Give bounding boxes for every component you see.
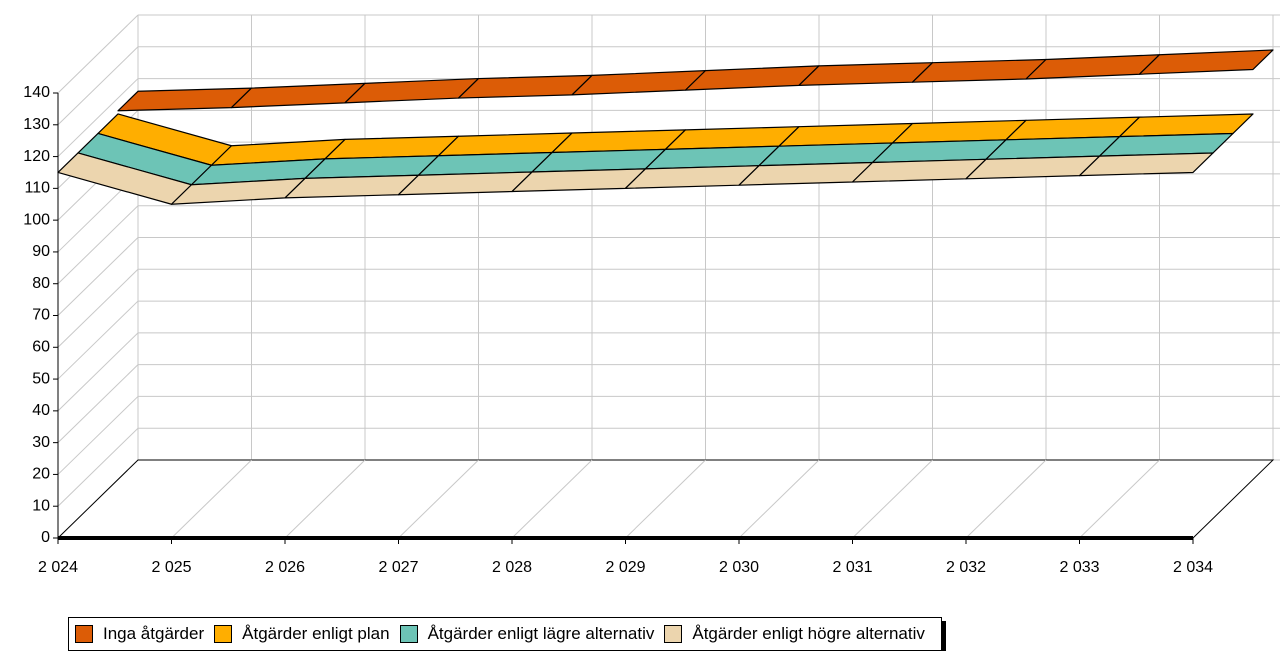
legend-label: Åtgärder enligt högre alternativ — [692, 624, 925, 643]
legend-swatch — [664, 625, 683, 643]
y-tick-label: 120 — [23, 148, 50, 165]
y-tick-label: 80 — [32, 275, 50, 292]
ribbon-segment — [1138, 49, 1274, 75]
grid-line-side — [57, 268, 139, 348]
x-tick-label: 2 032 — [946, 559, 986, 576]
x-tick-label: 2 026 — [265, 559, 305, 576]
y-tick-label: 110 — [24, 180, 50, 197]
y-tick-label: 30 — [32, 434, 50, 451]
y-tick-label: 70 — [32, 307, 50, 324]
legend-item: Åtgärder enligt högre alternativ — [664, 624, 925, 644]
grid-line-side — [57, 427, 139, 507]
legend-label: Åtgärder enligt plan — [242, 624, 390, 643]
x-tick-label: 2 028 — [492, 559, 532, 576]
legend-swatch — [399, 625, 418, 643]
y-tick-label: 20 — [32, 466, 50, 483]
floor-line — [625, 459, 706, 539]
floor-line — [511, 459, 593, 539]
grid-line-side — [57, 46, 139, 126]
legend-label: Åtgärder enligt lägre alternativ — [427, 624, 655, 643]
legend-label: Inga åtgärder — [103, 624, 205, 643]
floor-line — [965, 459, 1047, 539]
x-tick-label: 2 033 — [1059, 559, 1099, 576]
x-tick-label: 2 031 — [832, 559, 872, 576]
y-tick-label: 140 — [23, 84, 50, 101]
x-tick-label: 2 027 — [378, 559, 418, 576]
legend-item: Åtgärder enligt plan — [214, 624, 390, 644]
grid-line-side — [57, 205, 139, 285]
grid-line-side — [57, 78, 139, 157]
y-tick-label: 60 — [32, 339, 50, 356]
floor-line — [284, 459, 366, 539]
y-tick-label: 50 — [32, 370, 50, 387]
legend-swatch — [214, 625, 233, 643]
legend: Inga åtgärder Åtgärder enligt plan Åtgärde… — [68, 617, 942, 651]
legend-swatch — [75, 625, 93, 643]
y-tick-label: 10 — [32, 497, 50, 514]
floor-line — [398, 459, 479, 539]
y-tick-label: 100 — [23, 211, 50, 228]
grid-line-side — [57, 14, 139, 94]
floor-line — [1079, 459, 1160, 539]
y-tick-label: 0 — [41, 529, 50, 546]
x-tick-label: 2 024 — [38, 559, 78, 576]
x-tick-label: 2 030 — [719, 559, 759, 576]
grid-line-side — [57, 332, 139, 412]
ribbon-segment — [1078, 152, 1214, 177]
y-tick-label: 130 — [23, 116, 50, 133]
grid-line-side — [57, 396, 139, 475]
floor-line — [738, 459, 820, 539]
x-tick-label: 2 025 — [151, 559, 191, 576]
grid-line-side — [57, 300, 139, 380]
legend-item: Inga åtgärder — [75, 624, 204, 644]
chart: 0 10 20 30 40 50 60 70 80 90 100 110 120 130 140 2 024 2… — [23, 14, 1280, 576]
legend-item: Åtgärder enligt lägre alternativ — [399, 624, 655, 644]
x-tick-label: 2 034 — [1173, 559, 1213, 576]
floor-line — [171, 459, 252, 539]
x-tick-label: 2 029 — [605, 559, 645, 576]
y-tick-label: 40 — [32, 402, 50, 419]
floor-line — [852, 459, 933, 539]
y-tick-label: 90 — [32, 243, 50, 260]
grid-line-side — [57, 364, 139, 444]
grid-line-side — [57, 237, 139, 316]
